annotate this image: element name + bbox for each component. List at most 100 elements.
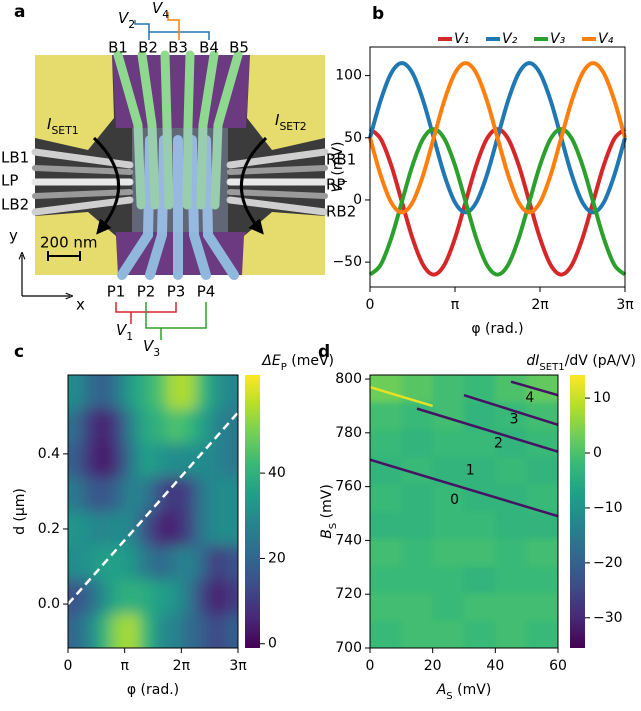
x-axis-label: φ (rad.) [127, 682, 179, 698]
heatmap-cell [181, 613, 197, 648]
heatmap-cell [432, 593, 465, 622]
x-tick-label: 60 [549, 658, 567, 674]
heatmap-cell [110, 375, 126, 411]
heatmap-cell [124, 579, 140, 615]
heatmap-cell [432, 402, 465, 431]
heatmap-cell [526, 566, 558, 595]
series-line [368, 127, 627, 277]
x-tick-label: π [120, 658, 129, 674]
heatmap-cell [96, 409, 112, 445]
heatmap-cell [124, 375, 140, 411]
heatmap-cell [96, 579, 112, 615]
panel-label: c [14, 342, 24, 362]
heatmap-cell [167, 511, 183, 547]
axis-name: x [76, 296, 85, 314]
voltage-label-part: 4 [162, 8, 169, 21]
heatmap-cell [110, 477, 126, 513]
current-label: ISET1 [47, 115, 79, 137]
x-tick-label: 2π [173, 658, 191, 674]
heatmap-cell [110, 579, 126, 615]
feature-line [510, 380, 558, 397]
heatmap-cell [370, 511, 403, 540]
gate-label: P2 [137, 283, 156, 301]
heatmap-cell [370, 593, 403, 622]
heatmap-cell [153, 579, 169, 615]
heatmap-cell [153, 613, 169, 648]
gate-label: B5 [229, 39, 249, 57]
heatmap [68, 375, 238, 648]
x-tick-label: 0 [366, 658, 375, 674]
heatmap-cell [82, 613, 98, 648]
axis-name: y [9, 227, 18, 245]
heatmap-cell [96, 511, 112, 547]
heatmap-cell [68, 579, 84, 615]
heatmap-cell [181, 579, 197, 615]
heatmap-cell [153, 375, 169, 411]
colorbar-label-part: SET1 [539, 362, 564, 373]
heatmap-cell [195, 545, 211, 581]
heatmap-cell [223, 443, 238, 479]
heatmap-cell [432, 620, 465, 648]
colorbar-tick-label: −30 [593, 610, 623, 626]
y-axis-label: Vi (mV) [330, 142, 350, 193]
gate-label: LP [1, 172, 18, 190]
heatmap-cell [370, 566, 403, 595]
x-tick-label: 40 [486, 658, 504, 674]
heatmap-cell [68, 613, 84, 648]
heatmap-cell [209, 477, 225, 513]
heatmap-cell [124, 477, 140, 513]
heatmap-cell [195, 375, 211, 411]
x-axis-label-part: S [446, 691, 452, 702]
y-tick-label: 0.2 [38, 521, 60, 537]
gate-label: RB1 [326, 151, 356, 169]
heatmap-cell [82, 477, 98, 513]
heatmap-cell [401, 511, 434, 540]
current-label-part: I [275, 111, 280, 129]
heatmap-cell [68, 511, 84, 547]
heatmap-cell [195, 579, 211, 615]
colorbar-tick-label: 10 [593, 390, 611, 406]
heatmap-cell [181, 477, 197, 513]
heatmap-cell [167, 409, 183, 445]
heatmap-cell [432, 375, 465, 404]
heatmap-cell [209, 579, 225, 615]
current-arrow [92, 136, 121, 235]
heatmap-cell [401, 375, 434, 404]
y-tick-label: 50 [344, 130, 362, 146]
colorbar-label: ΔEP (meV) [261, 353, 334, 373]
y-axis-label-part: S [328, 523, 339, 529]
y-tick-label: 800 [335, 371, 362, 387]
heatmap-cell [464, 456, 497, 486]
heatmap-cell [223, 511, 238, 547]
voltage-label-part: 1 [126, 330, 133, 343]
colorbar-label-part: dI [526, 353, 539, 369]
heatmap-cell [401, 593, 434, 622]
heatmap-cell [68, 545, 84, 581]
voltage-label-part: V [116, 321, 128, 339]
voltage-label-part: V [152, 0, 164, 17]
heatmap-cell [464, 620, 497, 648]
colorbar-tick-label: −10 [593, 500, 623, 516]
plot-frame [369, 374, 559, 649]
heatmap-cell [370, 429, 403, 458]
feature-line [416, 407, 558, 453]
heatmap-cell [153, 443, 169, 479]
heatmap-cell [138, 477, 154, 513]
heatmap-cell [432, 484, 465, 513]
heatmap-cell [96, 375, 112, 411]
plot-frame [67, 374, 239, 649]
y-axis-label: d (μm) [12, 488, 28, 535]
heatmap-cell [138, 613, 154, 648]
heatmap-cell [495, 620, 528, 648]
feature-line [463, 393, 558, 426]
y-tick-label: 720 [335, 586, 362, 602]
region [35, 55, 114, 150]
voltage-label-part: 3 [153, 346, 160, 359]
x-tick-label: 0 [366, 297, 375, 313]
heatmap-cell [526, 593, 558, 622]
heatmap-cell [82, 375, 98, 411]
gate-label: P3 [167, 283, 186, 301]
heatmap-cell [401, 566, 434, 595]
colorbar-label-part: /dV (pA/V) [565, 353, 636, 369]
heatmap-cell [167, 579, 183, 615]
